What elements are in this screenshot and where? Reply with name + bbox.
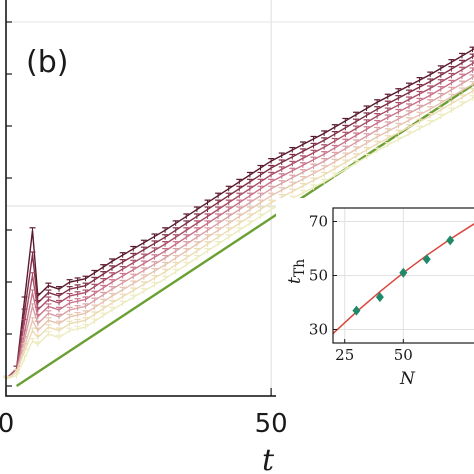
inset-point: [422, 254, 431, 265]
reference-line: [15, 82, 474, 388]
main-plot-frame: [5, 0, 474, 397]
x-tick-label: 0: [0, 409, 14, 439]
main-y-ticks: [6, 21, 12, 387]
main-reference-line: [15, 82, 474, 388]
inset-y-tick-label: 30: [309, 321, 328, 339]
inset-ticks: 30 50 70 25 50: [309, 213, 413, 365]
inset-grid: [333, 208, 474, 343]
x-tick-label: 50: [255, 409, 288, 439]
inset-points: [352, 235, 455, 316]
inset-chart: 30 50 70 25 50 tTh N: [276, 198, 474, 398]
inset-y-label-main: t: [285, 277, 305, 284]
inset-background: [276, 198, 474, 398]
inset-x-tick-label: 25: [335, 346, 354, 364]
inset-fit-line: [332, 223, 474, 335]
inset-point: [375, 292, 384, 303]
inset-y-tick-label: 50: [309, 267, 328, 285]
inset-x-label: N: [399, 369, 416, 389]
main-x-ticks: 0 50: [0, 388, 288, 439]
inset-y-tick-label: 70: [309, 213, 328, 231]
inset-point: [446, 235, 455, 246]
inset-x-tick-label: 50: [394, 346, 413, 364]
inset-y-label-sub: Th: [292, 259, 308, 277]
inset-point: [352, 305, 361, 316]
main-series-group: [3, 46, 474, 382]
inset-point: [399, 267, 408, 278]
inset-y-label: tTh: [285, 259, 308, 284]
x-axis-label: t: [262, 443, 275, 474]
inset-fit-curve: [332, 223, 474, 335]
panel-label: (b): [26, 45, 68, 80]
